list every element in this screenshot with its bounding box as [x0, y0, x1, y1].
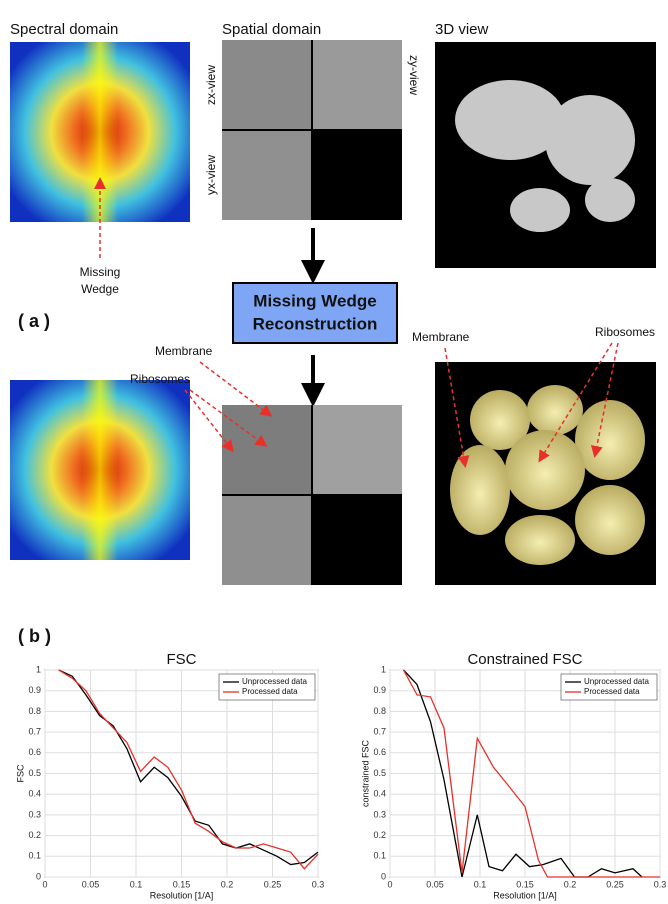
x-tick-label: 0.1: [474, 879, 487, 889]
column-title: Spectral domain: [10, 21, 118, 38]
x-tick-label: 0.2: [564, 879, 577, 889]
y-axis-label: constrained FSC: [360, 739, 370, 807]
legend-label: Unprocessed data: [242, 677, 307, 686]
x-tick-label: 0: [42, 879, 47, 889]
y-axis-label: FSC: [15, 764, 25, 783]
box-text: Missing Wedge: [253, 291, 376, 310]
legend-label: Processed data: [584, 687, 640, 696]
y-tick-label: 0.3: [373, 809, 386, 819]
view-label: zy-view: [407, 55, 421, 95]
y-tick-label: 0.5: [28, 768, 41, 778]
chart-title: FSC: [167, 651, 197, 668]
x-tick-label: 0.1: [130, 879, 143, 889]
y-tick-label: 0.8: [373, 706, 386, 716]
y-tick-label: 0.6: [28, 747, 41, 757]
y-tick-label: 0.2: [28, 830, 41, 840]
chart-title: Constrained FSC: [467, 651, 582, 668]
view-label: zx-view: [204, 65, 218, 105]
x-tick-label: 0.15: [516, 879, 534, 889]
legend-label: Unprocessed data: [584, 677, 649, 686]
figure: Spectral domain Spatial domain 3D view z…: [0, 0, 668, 904]
x-tick-label: 0: [387, 879, 392, 889]
y-tick-label: 0.4: [373, 789, 386, 799]
x-tick-label: 0.3: [312, 879, 325, 889]
x-axis-label: Resolution [1/A]: [150, 890, 214, 900]
y-tick-label: 0.7: [373, 726, 386, 736]
y-tick-label: 0.7: [28, 726, 41, 736]
y-tick-label: 1: [381, 664, 386, 674]
y-tick-label: 0.1: [28, 851, 41, 861]
annotation: Membrane: [412, 330, 470, 344]
x-tick-label: 0.15: [173, 879, 191, 889]
note: Missing: [80, 265, 121, 279]
column-title: Spatial domain: [222, 21, 321, 38]
view-label: yx-view: [204, 155, 218, 195]
y-tick-label: 0.8: [28, 706, 41, 716]
y-tick-label: 0.9: [373, 685, 386, 695]
x-tick-label: 0.2: [221, 879, 234, 889]
y-tick-label: 0.6: [373, 747, 386, 757]
annotation: Ribosomes: [130, 372, 190, 386]
box-text: Reconstruction: [253, 314, 378, 333]
panel-label: ( b ): [18, 626, 51, 646]
y-tick-label: 0.5: [373, 768, 386, 778]
y-tick-label: 0.4: [28, 789, 41, 799]
y-tick-label: 0: [381, 871, 386, 881]
spectrum-band: [82, 380, 118, 560]
y-tick-label: 0.3: [28, 809, 41, 819]
y-tick-label: 0.2: [373, 830, 386, 840]
annotation: Membrane: [155, 344, 213, 358]
legend-label: Processed data: [242, 687, 298, 696]
spatial-image: [222, 40, 402, 220]
x-tick-label: 0.05: [82, 879, 100, 889]
x-tick-label: 0.25: [264, 879, 282, 889]
panel-label: ( a ): [18, 311, 50, 331]
x-tick-label: 0.3: [654, 879, 667, 889]
spatial-image: [222, 405, 402, 585]
y-tick-label: 0.1: [373, 851, 386, 861]
column-title: 3D view: [435, 21, 489, 38]
x-tick-label: 0.25: [606, 879, 624, 889]
y-tick-label: 1: [36, 664, 41, 674]
x-tick-label: 0.05: [426, 879, 444, 889]
note: Wedge: [81, 282, 119, 296]
y-tick-label: 0.9: [28, 685, 41, 695]
y-tick-label: 0: [36, 871, 41, 881]
x-axis-label: Resolution [1/A]: [493, 890, 557, 900]
annotation: Ribosomes: [595, 325, 655, 339]
